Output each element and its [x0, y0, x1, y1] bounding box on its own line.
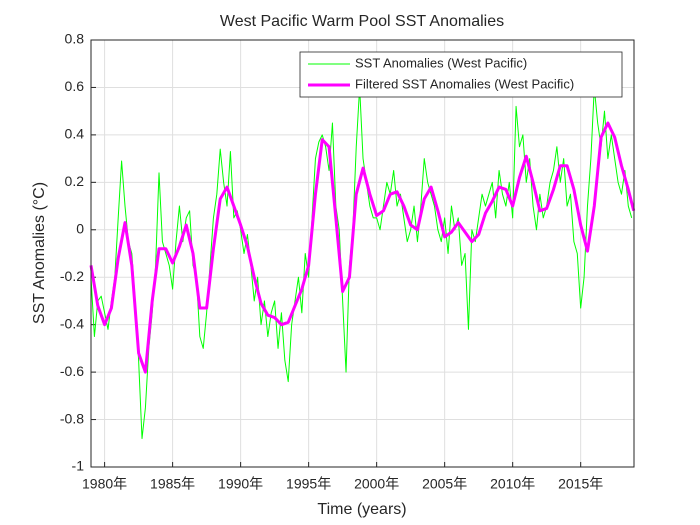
- x-axis-label: Time (years): [317, 501, 406, 518]
- legend-label: Filtered SST Anomalies (West Pacific): [355, 76, 574, 91]
- x-tick-label: 1980年: [82, 476, 127, 492]
- data-line: [89, 121, 636, 374]
- y-tick-label: -0.2: [60, 268, 84, 284]
- x-tick-label: 1995年: [286, 476, 331, 492]
- y-tick-label: 0.6: [65, 78, 85, 94]
- x-tick-label: 2000年: [354, 476, 399, 492]
- axes-box: [90, 39, 635, 468]
- legend-label: SST Anomalies (West Pacific): [355, 55, 527, 70]
- y-tick-label: -0.6: [60, 363, 84, 379]
- plot-area: [91, 40, 634, 467]
- x-tick-label: 2010年: [490, 476, 535, 492]
- legend-box: [299, 51, 623, 98]
- y-tick-label: -0.8: [60, 410, 84, 426]
- y-tick-label: 0.4: [65, 126, 85, 142]
- y-tick-label: -1: [72, 458, 85, 474]
- x-tick-label: 1985年: [150, 476, 195, 492]
- y-tick-label: 0.2: [65, 173, 85, 189]
- x-tick-label: 2015年: [558, 476, 603, 492]
- y-tick-label: 0: [76, 220, 84, 236]
- data-line: [90, 86, 633, 440]
- y-tick-label: -0.4: [60, 315, 84, 331]
- chart-title: West Pacific Warm Pool SST Anomalies: [220, 13, 504, 30]
- x-tick-label: 1990年: [218, 476, 263, 492]
- x-tick-label: 2005年: [422, 476, 467, 492]
- y-tick-label: 0.8: [65, 31, 85, 47]
- y-axis-label: SST Anomalies (°C): [31, 182, 48, 324]
